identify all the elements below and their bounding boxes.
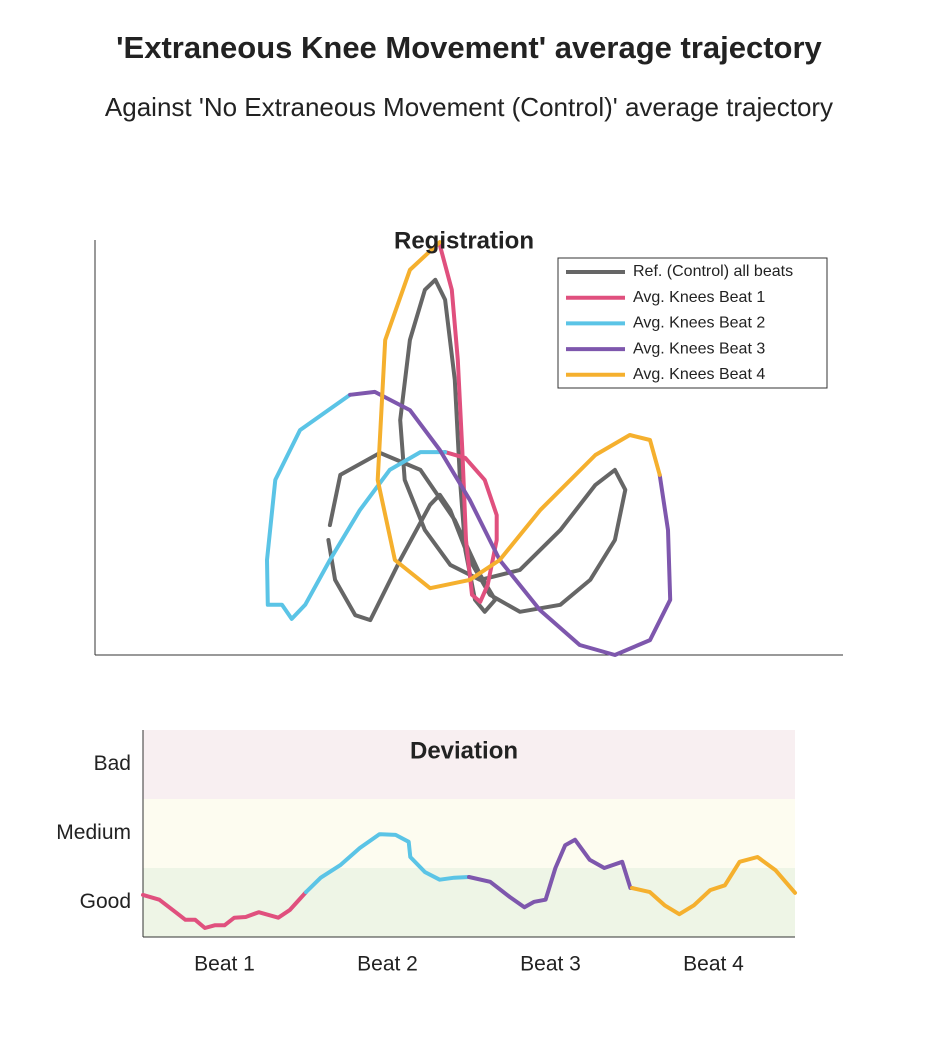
y-tick-label: Good [80, 890, 131, 913]
data-line [348, 389, 673, 657]
legend-label: Avg. Knees Beat 2 [633, 315, 765, 332]
y-tick-label: Bad [94, 752, 131, 775]
data-line [304, 832, 471, 895]
data-line [630, 855, 797, 917]
data-line [265, 392, 448, 621]
band [143, 730, 795, 799]
band [143, 799, 795, 868]
data-line [326, 277, 628, 623]
x-tick-label: Beat 1 [194, 953, 255, 976]
data-line [437, 243, 499, 604]
page-subtitle: Against 'No Extraneous Movement (Control… [105, 92, 833, 122]
y-tick-label: Medium [56, 821, 131, 844]
legend-label: Avg. Knees Beat 1 [633, 289, 765, 306]
x-tick-label: Beat 4 [683, 953, 744, 976]
data-line [467, 837, 634, 910]
chart-title: Registration [394, 227, 534, 254]
band [143, 868, 795, 937]
x-tick-label: Beat 3 [520, 953, 581, 976]
chart-title: Deviation [410, 737, 518, 764]
legend-label: Ref. (Control) all beats [633, 263, 793, 280]
data-line [141, 890, 308, 930]
page-title: 'Extraneous Knee Movement' average traje… [116, 30, 822, 65]
x-tick-label: Beat 2 [357, 953, 418, 976]
data-line [375, 240, 662, 591]
legend-label: Avg. Knees Beat 4 [633, 366, 765, 383]
legend-label: Avg. Knees Beat 3 [633, 340, 765, 357]
